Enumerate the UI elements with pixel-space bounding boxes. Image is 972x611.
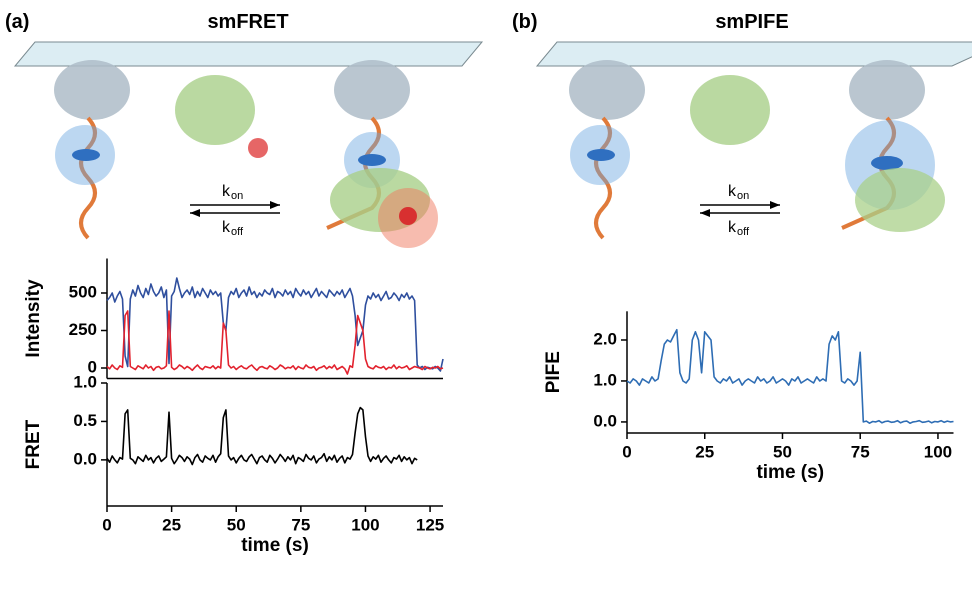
y-tick-label: 2.0	[593, 329, 617, 348]
rate-subscript: on	[231, 190, 243, 202]
rate-subscript: off	[231, 226, 244, 238]
illustration	[13, 41, 972, 248]
trace	[106, 310, 444, 375]
x-tick-label: 50	[773, 442, 792, 461]
panel-label: (b)	[512, 11, 538, 33]
panel-title: smFRET	[207, 11, 288, 33]
x-axis-title: time (s)	[756, 462, 824, 483]
rate-symbol: k	[728, 219, 737, 236]
y-tick-label: 0.5	[73, 411, 97, 430]
x-tick-label: 25	[162, 515, 181, 534]
x-tick-label: 0	[102, 515, 111, 534]
y-tick-label: 250	[69, 320, 97, 339]
y-tick-label: 1.0	[73, 372, 97, 391]
y-axis-title: FRET	[23, 419, 44, 469]
x-tick-label: 75	[851, 442, 870, 461]
x-axis-title: time (s)	[241, 535, 309, 556]
x-tick-label: 0	[622, 442, 631, 461]
x-tick-label: 25	[695, 442, 714, 461]
panel-label: (a)	[5, 11, 29, 33]
panel-title: smPIFE	[715, 11, 788, 33]
x-tick-label: 75	[291, 515, 310, 534]
y-tick-label: 0	[88, 357, 97, 376]
rate-symbol: k	[222, 219, 231, 236]
trace	[106, 277, 444, 372]
y-tick-label: 500	[69, 282, 97, 301]
rate-subscript: on	[737, 190, 749, 202]
trace	[106, 406, 418, 466]
y-tick-label: 0.0	[593, 411, 617, 430]
x-tick-label: 125	[416, 515, 444, 534]
trace	[626, 328, 954, 424]
rate-symbol: k	[728, 183, 737, 200]
rate-subscript: off	[737, 226, 750, 238]
x-tick-label: 100	[924, 442, 952, 461]
y-axis-title: PIFE	[543, 351, 564, 393]
y-tick-label: 0.0	[73, 449, 97, 468]
rate-symbol: k	[222, 183, 231, 200]
y-axis-title: Intensity	[23, 279, 44, 358]
x-tick-label: 100	[351, 515, 379, 534]
y-tick-label: 1.0	[593, 370, 617, 389]
x-tick-label: 50	[227, 515, 246, 534]
